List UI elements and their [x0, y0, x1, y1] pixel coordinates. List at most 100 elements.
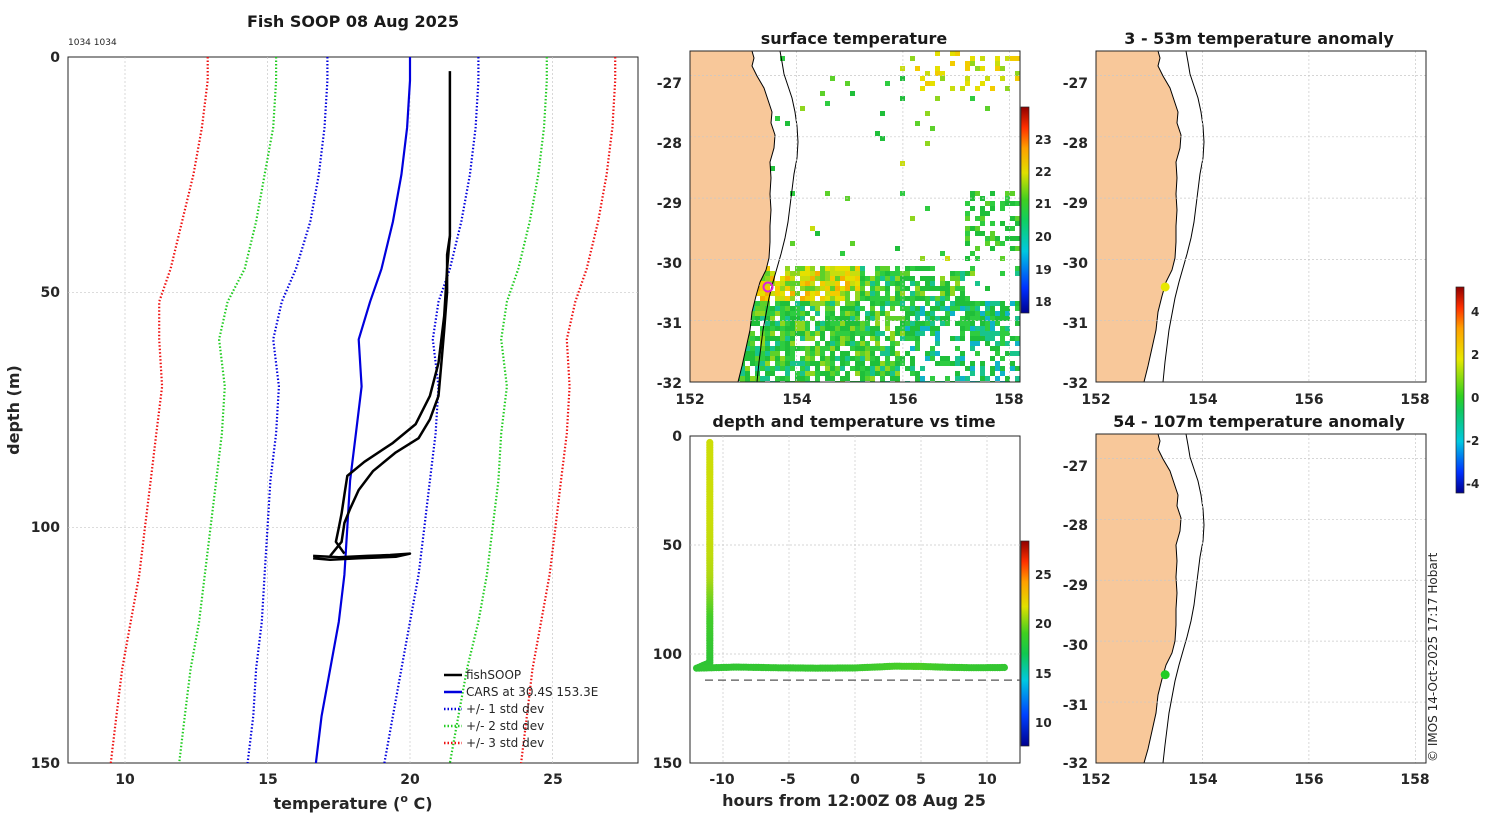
sst-pixel: [975, 336, 980, 341]
sst-pixel: [805, 356, 810, 361]
sst-pixel: [890, 316, 895, 321]
sst-pixel: [900, 191, 905, 196]
sst-pixel: [795, 301, 800, 306]
sst-pixel: [875, 281, 880, 286]
sst-pixel: [790, 331, 795, 336]
sst-pixel: [795, 311, 800, 316]
sst-pixel: [790, 241, 795, 246]
sst-pixel: [1005, 196, 1010, 201]
sst-pixel: [790, 306, 795, 311]
sst-pixel: [1015, 76, 1020, 81]
sst-pixel: [770, 351, 775, 356]
sst-pixel: [830, 76, 835, 81]
profile-legend: fishSOOP CARS at 30.4S 153.3E +/- 1 std …: [444, 668, 598, 750]
sst-pixel: [760, 276, 765, 281]
sst-pixel: [945, 286, 950, 291]
sst-pixel: [785, 356, 790, 361]
sst-x-tick: 152: [675, 392, 704, 408]
sst-pixel: [830, 331, 835, 336]
sst-pixel: [1015, 246, 1020, 251]
sst-pixel: [880, 301, 885, 306]
sst-pixel: [885, 321, 890, 326]
depth-time-y-ticks: 0 50 100 150: [653, 429, 682, 772]
sst-pixel: [955, 301, 960, 306]
sst-pixel: [925, 111, 930, 116]
sst-pixel: [915, 306, 920, 311]
sst-pixel: [985, 211, 990, 216]
colorbar-tick: 20: [1035, 230, 1052, 244]
sst-pixel: [830, 266, 835, 271]
sst-pixel: [890, 336, 895, 341]
sst-pixel: [915, 326, 920, 331]
sst-pixel: [800, 376, 805, 381]
sst-pixel: [810, 361, 815, 366]
sst-pixel: [890, 301, 895, 306]
sst-pixel: [795, 291, 800, 296]
anomaly-point: [1160, 282, 1170, 292]
sst-pixel: [1015, 376, 1020, 381]
sst-pixel: [825, 316, 830, 321]
sst-colorbar: [1020, 106, 1030, 314]
sst-pixel: [1010, 191, 1015, 196]
sst-pixel: [1000, 271, 1005, 276]
sst-pixel: [945, 281, 950, 286]
shallow-anomaly-y-ticks: -27 -28 -29 -30 -31 -32: [1063, 76, 1089, 392]
sst-pixel: [790, 281, 795, 286]
sst-pixel: [835, 271, 840, 276]
shallow-anomaly-title: 3 - 53m temperature anomaly: [1124, 29, 1394, 48]
sst-pixel: [845, 301, 850, 306]
sst-pixel: [1000, 326, 1005, 331]
sst-pixel: [865, 341, 870, 346]
sst-pixel: [805, 346, 810, 351]
sst-pixel: [965, 366, 970, 371]
track-point: [1000, 663, 1009, 672]
sst-pixel: [800, 316, 805, 321]
sst-pixel: [890, 296, 895, 301]
sst-pixel: [965, 326, 970, 331]
sst-pixel: [870, 316, 875, 321]
sst-pixel: [945, 311, 950, 316]
sst-pixel: [1005, 316, 1010, 321]
depth-time-title: depth and temperature vs time: [712, 412, 995, 431]
anom-x-tick: 158: [1400, 392, 1429, 408]
sst-pixel: [875, 266, 880, 271]
sst-pixel: [930, 331, 935, 336]
sst-pixel: [860, 341, 865, 346]
sst-pixel: [950, 311, 955, 316]
sst-pixel: [790, 291, 795, 296]
sst-pixel: [845, 336, 850, 341]
sst-pixel: [780, 321, 785, 326]
sst-pixel: [895, 281, 900, 286]
sst-pixel: [1000, 371, 1005, 376]
sst-pixel: [800, 301, 805, 306]
sst-pixel: [920, 266, 925, 271]
sst-pixel: [965, 226, 970, 231]
sst-pixel: [755, 346, 760, 351]
sst-pixel: [785, 121, 790, 126]
sst-pixel: [915, 321, 920, 326]
sst-pixel: [940, 276, 945, 281]
sst-pixel: [915, 316, 920, 321]
sst-pixel: [770, 291, 775, 296]
sst-pixel: [755, 306, 760, 311]
sst-pixel: [1005, 236, 1010, 241]
sst-pixel: [970, 266, 975, 271]
sst-pixel: [850, 91, 855, 96]
sst-pixel: [750, 376, 755, 381]
sst-pixel: [970, 226, 975, 231]
sst-pixel: [855, 331, 860, 336]
sst-pixel: [855, 371, 860, 376]
sst-pixel: [775, 366, 780, 371]
sst-pixel: [955, 51, 960, 56]
series-line: [178, 57, 278, 764]
sst-pixel: [935, 341, 940, 346]
sst-pixel: [760, 311, 765, 316]
sst-pixel: [980, 376, 985, 381]
sst-pixel: [950, 61, 955, 66]
sst-pixel: [990, 191, 995, 196]
sst-pixel: [865, 276, 870, 281]
anom-x-tick: 152: [1081, 772, 1110, 788]
sst-pixel: [925, 316, 930, 321]
sst-pixel: [765, 321, 770, 326]
sst-pixel: [965, 311, 970, 316]
